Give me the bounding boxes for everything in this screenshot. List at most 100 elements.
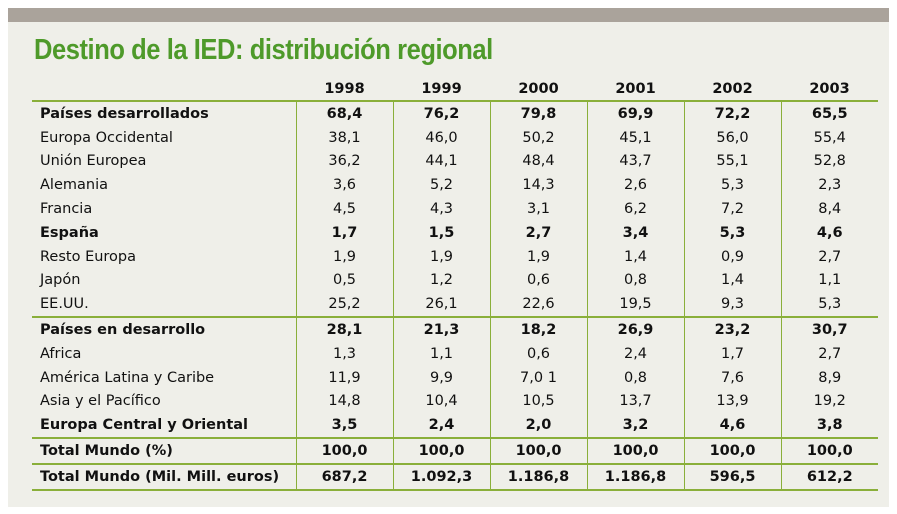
table-cell: 25,2: [295, 292, 393, 318]
table-cell: 38,1: [295, 125, 393, 150]
table-cell: 100,0: [392, 437, 490, 464]
table-cell: 5,3: [683, 220, 781, 245]
table-cell: 14,8: [295, 389, 393, 414]
header-year: 2002: [684, 78, 781, 102]
row-label: Japón: [40, 272, 81, 289]
table-cell: 1,5: [392, 220, 490, 245]
table-cell: 8,4: [780, 197, 878, 221]
row-label: Total Mundo (Mil. Mill. euros): [32, 462, 296, 491]
table-cell: 5,3: [780, 292, 878, 318]
row-label: Total Mundo (%): [32, 437, 296, 464]
row-label: Alemania: [40, 177, 108, 194]
table-row: Francia 4,5 4,3 3,1 6,2 7,2 8,4: [32, 197, 878, 221]
table-cell: 5,3: [683, 173, 781, 198]
table-cell: 4,6: [780, 220, 878, 245]
header-year: 2000: [490, 78, 587, 102]
table-row: Alemania 3,6 5,2 14,3 2,6 5,3 2,3: [32, 173, 878, 198]
table-cell: 28,1: [295, 316, 393, 342]
table-cell: 2,6: [586, 173, 684, 198]
table-cell: 1.092,3: [392, 462, 490, 491]
table-cell: 7,6: [683, 365, 781, 390]
table-row: Total Mundo (%) 100,0 100,0 100,0 100,0 100,0…: [32, 437, 878, 464]
table-row: Países en desarrollo 28,1 21,3 18,2 26,9 23,2…: [32, 316, 878, 342]
table-cell: 1,1: [780, 268, 878, 293]
table-cell: 1,7: [295, 220, 393, 245]
table-row: Países desarrollados 68,4 76,2 79,8 69,9 72,2…: [32, 101, 878, 126]
table-cell: 1,9: [295, 244, 393, 269]
table-cell: 100,0: [683, 437, 781, 464]
row-label: EE.UU.: [40, 296, 89, 313]
table-cell: 14,3: [489, 173, 587, 198]
table-body: Países desarrollados 68,4 76,2 79,8 69,9 72,2…: [32, 101, 878, 491]
table-row: Europa Central y Oriental 3,5 2,4 2,0 3,2 4,6…: [32, 413, 878, 439]
header-year: 2001: [587, 78, 684, 102]
table-cell: 1.186,8: [586, 462, 684, 491]
table-cell: 1,1: [392, 341, 490, 366]
table-cell: 76,2: [392, 101, 490, 126]
table-cell: 1,7: [683, 341, 781, 366]
table-cell: 0,9: [683, 244, 781, 269]
table-cell: 4,6: [683, 413, 781, 439]
table-cell: 26,9: [586, 316, 684, 342]
table-cell: 46,0: [392, 125, 490, 150]
table-row: España 1,7 1,5 2,7 3,4 5,3 4,6: [32, 220, 878, 245]
table-cell: 4,3: [392, 197, 490, 221]
table-cell: 3,4: [586, 220, 684, 245]
row-label: España: [40, 224, 99, 241]
table-cell: 18,2: [489, 316, 587, 342]
table-cell: 2,4: [392, 413, 490, 439]
table-cell: 3,2: [586, 413, 684, 439]
row-label: Francia: [40, 201, 93, 218]
table-cell: 2,7: [780, 244, 878, 269]
table-cell: 100,0: [780, 437, 878, 464]
table-cell: 5,2: [392, 173, 490, 198]
table-row: América Latina y Caribe 11,9 9,9 7,0 1 0,8 7,…: [32, 365, 878, 390]
table-cell: 11,9: [295, 365, 393, 390]
table-row: Total Mundo (Mil. Mill. euros) 687,2 1.092…: [32, 462, 878, 491]
table-cell: 26,1: [392, 292, 490, 318]
table-cell: 1,4: [683, 268, 781, 293]
table-cell: 3,5: [295, 413, 393, 439]
table-cell: 30,7: [780, 316, 878, 342]
table-cell: 1,3: [295, 341, 393, 366]
table-cell: 2,4: [586, 341, 684, 366]
header-blank: [32, 78, 296, 102]
table-cell: 55,1: [683, 149, 781, 174]
table-panel: Destino de la IED: distribución regional…: [8, 8, 889, 507]
table-cell: 7,2: [683, 197, 781, 221]
table-cell: 13,9: [683, 389, 781, 414]
row-label: Países en desarrollo: [32, 316, 296, 342]
table-row: Japón 0,5 1,2 0,6 0,8 1,4 1,1: [32, 268, 878, 293]
row-label: Unión Europea: [40, 153, 147, 170]
table-cell: 2,0: [489, 413, 587, 439]
table-row: Africa 1,3 1,1 0,6 2,4 1,7 2,7: [32, 341, 878, 366]
table-cell: 19,5: [586, 292, 684, 318]
table-cell: 100,0: [295, 437, 393, 464]
table-cell: 43,7: [586, 149, 684, 174]
table-cell: 10,4: [392, 389, 490, 414]
table-cell: 50,2: [489, 125, 587, 150]
table-cell: 68,4: [295, 101, 393, 126]
table-cell: 45,1: [586, 125, 684, 150]
table-cell: 2,7: [780, 341, 878, 366]
table-cell: 2,3: [780, 173, 878, 198]
table-cell: 687,2: [295, 462, 393, 491]
table-cell: 69,9: [586, 101, 684, 126]
table-cell: 3,1: [489, 197, 587, 221]
table-cell: 1,2: [392, 268, 490, 293]
table-cell: 21,3: [392, 316, 490, 342]
table-cell: 100,0: [489, 437, 587, 464]
table-cell: 7,0 1: [489, 365, 587, 390]
table-cell: 0,6: [489, 268, 587, 293]
table-cell: 65,5: [780, 101, 878, 126]
table-row: Resto Europa 1,9 1,9 1,9 1,4 0,9 2,7: [32, 244, 878, 269]
table-row: Europa Occidental 38,1 46,0 50,2 45,1 56,0 55,…: [32, 125, 878, 150]
table-cell: 52,8: [780, 149, 878, 174]
row-label: Europa Central y Oriental: [40, 417, 249, 434]
top-bar: [8, 8, 889, 22]
header-year: 1998: [296, 78, 393, 102]
table-cell: 0,5: [295, 268, 393, 293]
table-cell: 0,8: [586, 365, 684, 390]
table-cell: 9,9: [392, 365, 490, 390]
table-cell: 1,9: [392, 244, 490, 269]
